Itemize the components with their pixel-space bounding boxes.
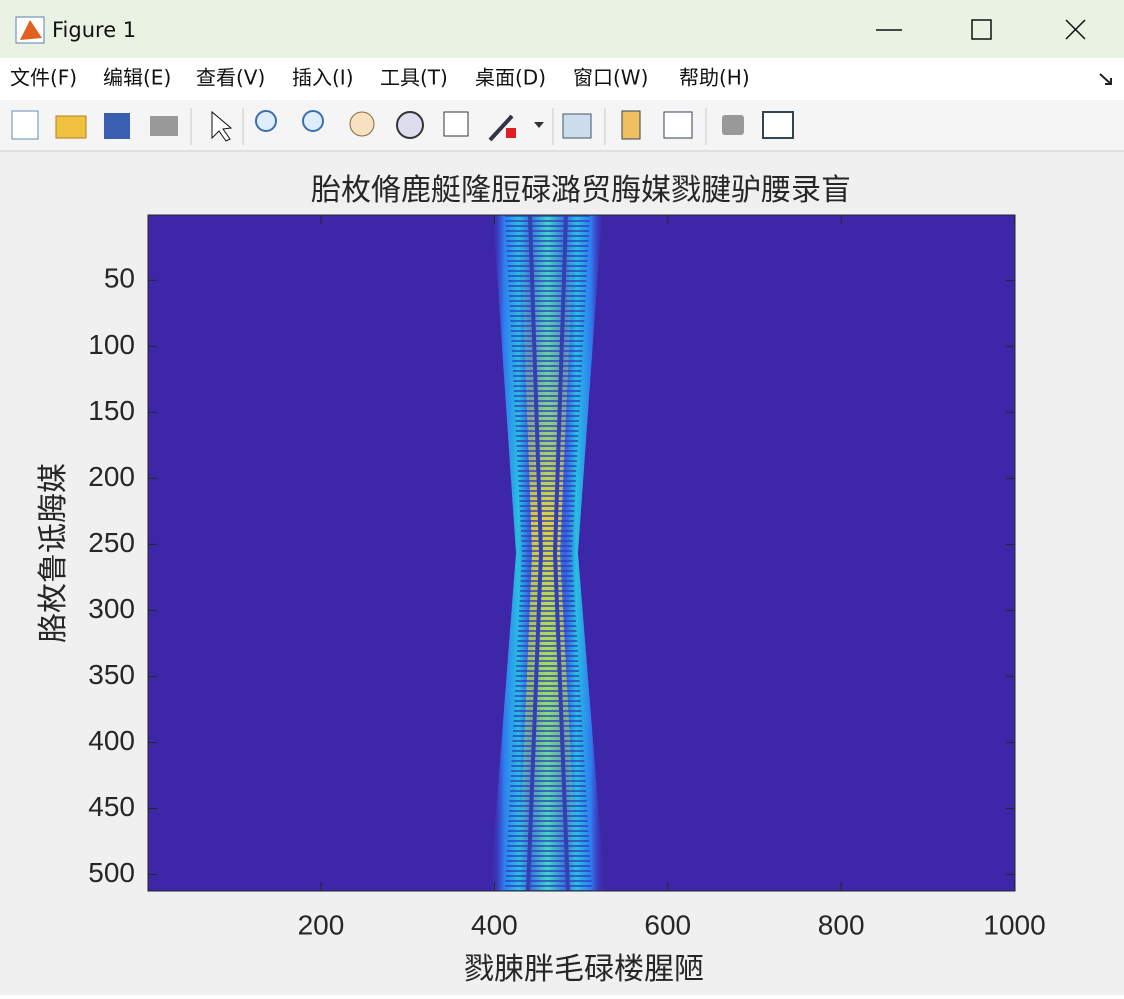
legend-icon[interactable] (663, 111, 693, 139)
y-axis-label: 胳枚鲁诋脢媒 (37, 463, 70, 643)
open-icon[interactable] (55, 115, 87, 139)
y-tick-label: 350 (88, 659, 135, 690)
app-icon-logo (20, 20, 42, 40)
pan-icon[interactable] (349, 111, 375, 137)
pointer-icon[interactable] (211, 110, 233, 142)
menu-item[interactable]: 插入(I) (292, 66, 354, 90)
menu-item[interactable]: 文件(F) (10, 66, 77, 90)
image-content (490, 215, 605, 891)
title-bar (0, 0, 1124, 58)
link-icon[interactable] (562, 113, 592, 139)
zoom-out-icon[interactable] (302, 110, 324, 132)
beam-fringes (505, 215, 592, 891)
menu-item[interactable]: 桌面(D) (475, 66, 546, 90)
menu-item[interactable]: 查看(V) (196, 66, 265, 90)
zoom-in-icon[interactable] (255, 110, 277, 132)
menu-bar (0, 58, 1124, 100)
y-tick-label: 500 (88, 857, 135, 888)
brush-color (506, 128, 516, 138)
y-tick-label: 250 (88, 527, 135, 558)
maximize-button[interactable] (971, 19, 992, 40)
save-icon[interactable] (104, 113, 130, 139)
y-tick-label: 150 (88, 395, 135, 426)
toolbar (0, 100, 1124, 150)
axes-box (147, 214, 1016, 892)
y-tick-label: 100 (88, 329, 135, 360)
rotate-icon[interactable] (396, 111, 424, 139)
chart-title: 胎枚脩鹿艇隆脰碌潞贸脢媒戮腱驴腰录盲 (311, 174, 851, 207)
toolbar-icons (11, 108, 794, 145)
brush-dropdown[interactable] (534, 122, 544, 128)
x-axis-label: 戮脨胖毛碌楼腥陋 (464, 953, 704, 986)
x-tick-label: 400 (471, 909, 518, 940)
y-tick-label: 300 (88, 593, 135, 624)
menu: 文件(F) 编辑(E) 查看(V) 插入(I) 工具(T) 桌面(D) 窗口(W) 帮助(H) (10, 66, 750, 90)
show-tools-icon[interactable] (762, 111, 794, 139)
y-tick-label: 450 (88, 791, 135, 822)
window-title: Figure 1 (52, 18, 136, 42)
x-tick-label: 1000 (983, 909, 1045, 940)
brush-icon[interactable] (488, 114, 514, 142)
y-tick-label: 200 (88, 461, 135, 492)
x-tick-label: 200 (298, 909, 345, 940)
y-tick-label: 400 (88, 725, 135, 756)
dock-arrow[interactable] (1099, 73, 1112, 85)
menu-item[interactable]: 窗口(W) (573, 66, 648, 90)
beam-lines (526, 215, 570, 891)
menu-item[interactable]: 编辑(E) (103, 66, 171, 90)
x-tick-label: 800 (818, 909, 865, 940)
hide-tools-icon[interactable] (722, 115, 744, 135)
print-icon[interactable] (150, 116, 178, 136)
new-icon[interactable] (11, 110, 39, 140)
colorbar-icon[interactable] (621, 110, 641, 140)
axes: 200 400 600 800 1000 50 100 150 200 250 300 350 400 4… (88, 215, 1046, 940)
y-tick-label: 50 (104, 263, 135, 294)
menu-item[interactable]: 工具(T) (380, 66, 448, 90)
menu-item[interactable]: 帮助(H) (679, 66, 750, 90)
datatip-icon[interactable] (443, 111, 469, 137)
close-button[interactable] (1065, 19, 1086, 40)
x-tick-label: 600 (644, 909, 691, 940)
